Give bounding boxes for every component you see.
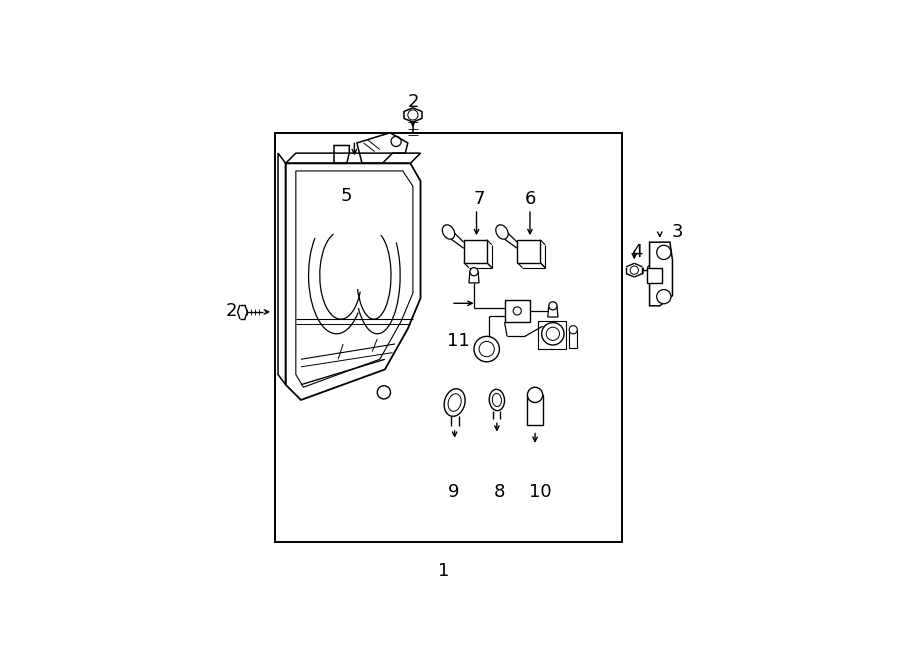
- Circle shape: [546, 327, 560, 340]
- Circle shape: [657, 290, 670, 304]
- Ellipse shape: [443, 225, 454, 239]
- Text: 5: 5: [341, 187, 353, 206]
- Polygon shape: [469, 272, 479, 283]
- Polygon shape: [464, 240, 487, 262]
- Polygon shape: [569, 330, 577, 348]
- Text: 11: 11: [447, 332, 470, 350]
- Ellipse shape: [445, 389, 465, 416]
- Text: 4: 4: [631, 243, 643, 261]
- Text: 9: 9: [448, 483, 459, 500]
- Circle shape: [479, 342, 494, 357]
- Text: 2: 2: [225, 302, 237, 320]
- Circle shape: [474, 336, 500, 362]
- Text: 7: 7: [473, 190, 485, 208]
- Circle shape: [470, 268, 478, 276]
- Text: 1: 1: [437, 562, 449, 580]
- Polygon shape: [527, 395, 543, 426]
- Ellipse shape: [496, 225, 508, 239]
- Polygon shape: [650, 242, 672, 306]
- Text: 10: 10: [529, 483, 552, 500]
- Circle shape: [542, 323, 564, 345]
- Circle shape: [569, 326, 577, 334]
- Ellipse shape: [448, 394, 461, 411]
- Circle shape: [549, 301, 557, 310]
- Circle shape: [527, 387, 543, 403]
- Text: 2: 2: [407, 93, 418, 111]
- Ellipse shape: [492, 393, 501, 407]
- Text: 8: 8: [494, 483, 505, 500]
- Text: 6: 6: [525, 190, 535, 208]
- Polygon shape: [518, 240, 540, 262]
- Bar: [275, 133, 622, 543]
- Polygon shape: [647, 268, 662, 283]
- Ellipse shape: [490, 389, 505, 410]
- Circle shape: [657, 245, 670, 260]
- Bar: [505, 299, 530, 322]
- Polygon shape: [548, 306, 558, 317]
- Text: 3: 3: [671, 223, 683, 241]
